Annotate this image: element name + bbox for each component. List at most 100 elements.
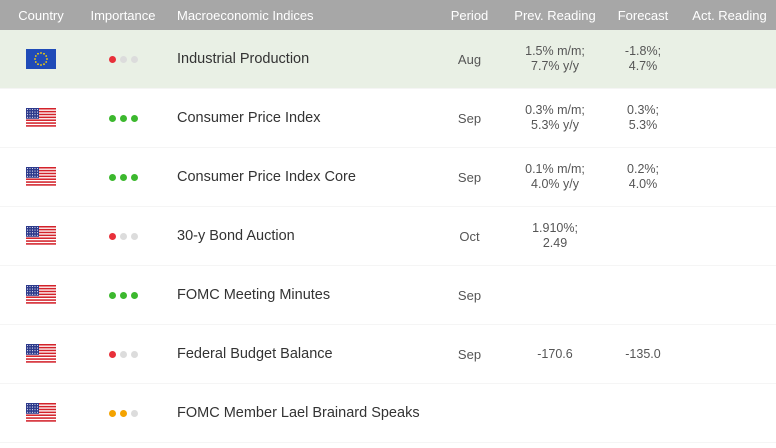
importance-dot — [130, 291, 138, 299]
prev-reading-line: 1.5% m/m; — [525, 44, 585, 58]
importance-dot — [119, 114, 127, 122]
prev-reading-cell: 1.910%; 2.49 — [507, 221, 603, 251]
header-period[interactable]: Period — [450, 7, 489, 23]
importance-dot — [130, 409, 138, 417]
importance-cell — [82, 173, 164, 181]
period-cell: Sep — [457, 110, 482, 126]
importance-dot — [130, 173, 138, 181]
forecast-line: 4.0% — [628, 177, 658, 191]
importance-cell — [82, 55, 164, 63]
period-cell: Aug — [457, 51, 482, 67]
importance-indicator — [108, 232, 138, 240]
us-flag-icon — [26, 108, 56, 128]
importance-cell — [82, 350, 164, 358]
table-row[interactable]: Federal Budget Balance Sep -170.6 -135.0 — [0, 325, 776, 384]
us-flag-icon — [26, 167, 56, 187]
forecast-cell: 0.2%; 4.0% — [603, 162, 683, 192]
header-forecast[interactable]: Forecast — [617, 7, 669, 23]
forecast-cell: 0.3%; 5.3% — [603, 103, 683, 133]
importance-cell — [82, 232, 164, 240]
eu-flag-icon — [26, 49, 56, 69]
us-flag-icon — [26, 403, 56, 423]
prev-reading-line: 7.7% y/y — [531, 59, 579, 73]
importance-dot — [119, 55, 127, 63]
us-flag-icon — [26, 285, 56, 305]
importance-dot — [130, 350, 138, 358]
country-cell — [0, 108, 82, 128]
importance-indicator — [108, 114, 138, 122]
importance-dot — [108, 173, 116, 181]
importance-dot — [108, 55, 116, 63]
country-cell — [0, 226, 82, 246]
prev-reading-cell: 1.5% m/m; 7.7% y/y — [507, 44, 603, 74]
indicator-name[interactable]: FOMC Member Lael Brainard Speaks — [177, 405, 420, 421]
prev-reading-line: 1.910%; — [532, 221, 578, 235]
importance-indicator — [108, 409, 138, 417]
table-row[interactable]: FOMC Meeting Minutes Sep — [0, 266, 776, 325]
importance-dot — [119, 232, 127, 240]
importance-dot — [108, 291, 116, 299]
table-row[interactable]: Industrial Production Aug 1.5% m/m; 7.7% y/… — [0, 30, 776, 89]
country-cell — [0, 167, 82, 187]
header-prev-reading[interactable]: Prev. Reading — [514, 7, 596, 23]
forecast-line: 4.7% — [628, 59, 658, 73]
forecast-line: 0.2%; — [627, 162, 659, 176]
prev-reading-line: -170.6 — [537, 346, 573, 361]
importance-indicator — [108, 350, 138, 358]
indicator-name[interactable]: 30-y Bond Auction — [177, 228, 295, 244]
importance-indicator — [108, 173, 138, 181]
prev-reading-cell: -170.6 — [507, 347, 603, 362]
period-cell: Oct — [459, 228, 480, 244]
forecast-cell: -135.0 — [603, 347, 683, 362]
indicator-name[interactable]: Consumer Price Index Core — [177, 169, 356, 185]
forecast-line: 5.3% — [628, 118, 658, 132]
indicator-name[interactable]: FOMC Meeting Minutes — [177, 287, 331, 303]
period-cell: Sep — [457, 169, 482, 185]
indicator-name[interactable]: Industrial Production — [177, 51, 310, 67]
us-flag-icon — [26, 226, 56, 246]
table-row[interactable]: FOMC Member Lael Brainard Speaks — [0, 384, 776, 443]
importance-dot — [108, 409, 116, 417]
table-row[interactable]: 30-y Bond Auction Oct 1.910%; 2.49 — [0, 207, 776, 266]
forecast-line: -135.0 — [625, 346, 661, 361]
table-body: Industrial Production Aug 1.5% m/m; 7.7% y/… — [0, 30, 776, 443]
importance-dot — [119, 291, 127, 299]
forecast-line: 0.3%; — [627, 103, 659, 117]
importance-cell — [82, 291, 164, 299]
table-row[interactable]: Consumer Price Index Core Sep 0.1% m/m; 4.0… — [0, 148, 776, 207]
importance-dot — [108, 350, 116, 358]
indicator-name[interactable]: Federal Budget Balance — [177, 346, 333, 362]
header-importance[interactable]: Importance — [90, 7, 156, 23]
country-cell — [0, 285, 82, 305]
header-actual-reading[interactable]: Act. Reading — [692, 7, 767, 23]
header-country[interactable]: Country — [18, 7, 64, 23]
prev-reading-line: 0.1% m/m; — [525, 162, 585, 176]
importance-dot — [119, 409, 127, 417]
indicator-name[interactable]: Consumer Price Index — [177, 110, 321, 126]
prev-reading-cell: 0.3% m/m; 5.3% y/y — [507, 103, 603, 133]
importance-cell — [82, 409, 164, 417]
forecast-cell: -1.8%; 4.7% — [603, 44, 683, 74]
importance-dot — [108, 114, 116, 122]
importance-indicator — [108, 291, 138, 299]
table-row[interactable]: Consumer Price Index Sep 0.3% m/m; 5.3% y/y… — [0, 89, 776, 148]
importance-dot — [130, 232, 138, 240]
importance-cell — [82, 114, 164, 122]
us-flag-icon — [26, 344, 56, 364]
period-cell: Sep — [457, 287, 482, 303]
importance-dot — [119, 173, 127, 181]
table-header: Country Importance Macroeconomic Indices… — [0, 0, 776, 30]
prev-reading-line: 4.0% y/y — [531, 177, 579, 191]
prev-reading-cell: 0.1% m/m; 4.0% y/y — [507, 162, 603, 192]
forecast-line: -1.8%; — [624, 44, 662, 58]
prev-reading-line: 2.49 — [542, 236, 568, 250]
importance-dot — [119, 350, 127, 358]
prev-reading-line: 0.3% m/m; — [525, 103, 585, 117]
importance-indicator — [108, 55, 138, 63]
country-cell — [0, 403, 82, 423]
period-cell: Sep — [457, 346, 482, 362]
prev-reading-line: 5.3% y/y — [531, 118, 579, 132]
header-indices[interactable]: Macroeconomic Indices — [177, 7, 314, 23]
country-cell — [0, 344, 82, 364]
